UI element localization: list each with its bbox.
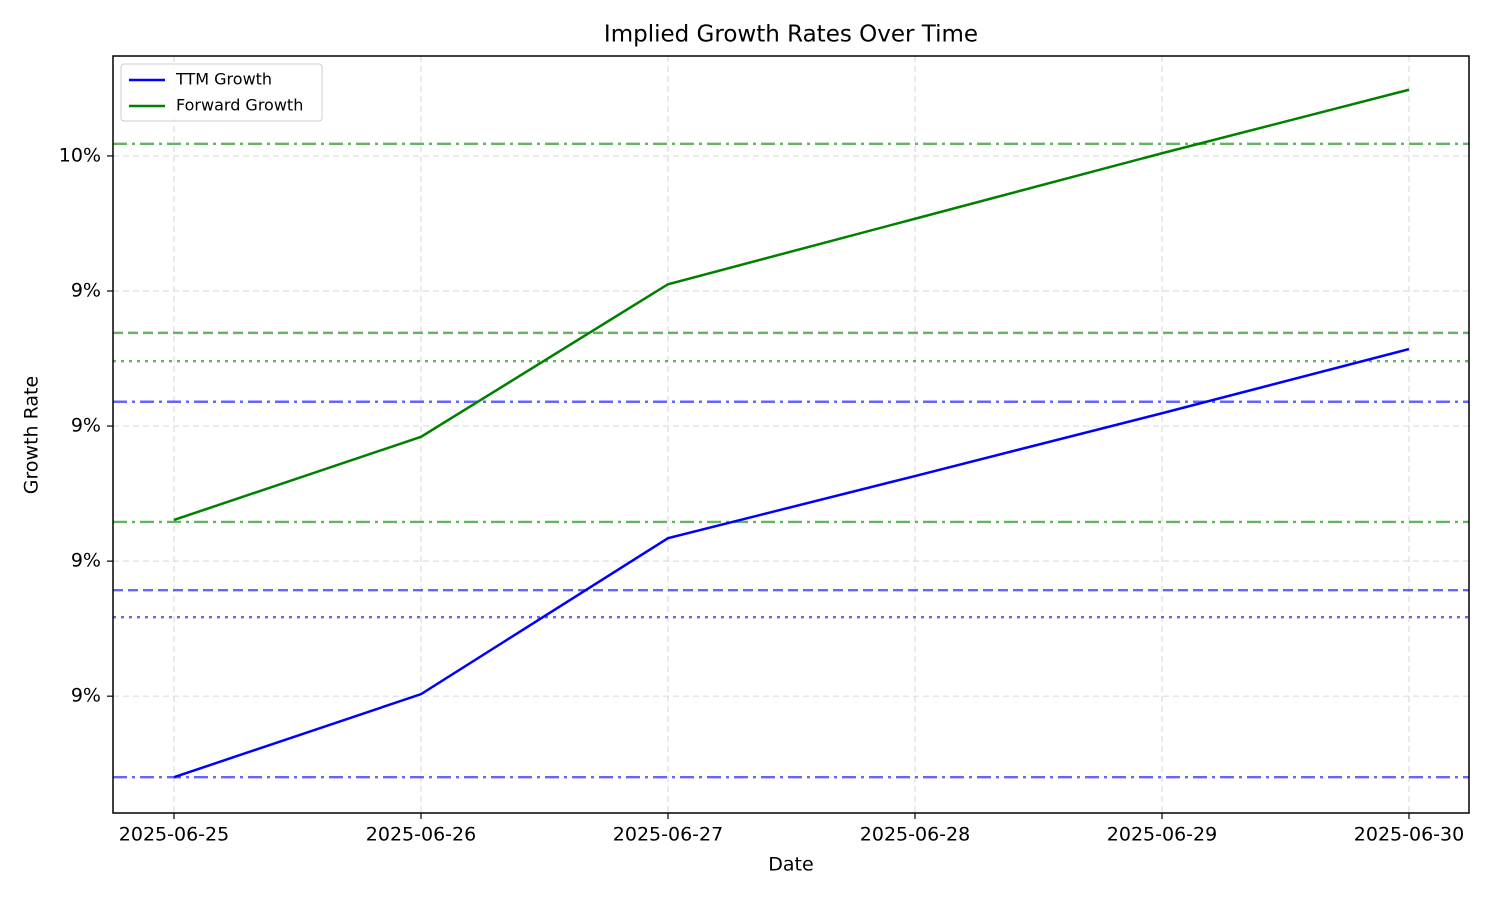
legend: TTM Growth Forward Growth bbox=[120, 63, 323, 122]
x-tick-label: 2025-06-27 bbox=[613, 824, 723, 846]
x-tick-label: 2025-06-30 bbox=[1354, 824, 1464, 846]
x-tick-label: 2025-06-26 bbox=[366, 824, 476, 846]
x-axis-label: Date bbox=[768, 854, 813, 876]
x-tick-label: 2025-06-28 bbox=[860, 824, 970, 846]
y-tick-label: 10% bbox=[59, 144, 101, 166]
x-tick-label: 2025-06-25 bbox=[119, 824, 229, 846]
series-line bbox=[173, 88, 1410, 522]
y-tick-label: 9% bbox=[71, 685, 101, 707]
y-tick-label: 9% bbox=[71, 550, 101, 572]
series-line bbox=[173, 347, 1410, 779]
plot-frame bbox=[112, 55, 1470, 814]
legend-label: TTM Growth bbox=[175, 70, 272, 89]
y-tick-label: 9% bbox=[71, 415, 101, 437]
y-tick-label: 9% bbox=[71, 280, 101, 302]
x-tick-label: 2025-06-29 bbox=[1107, 824, 1217, 846]
legend-label: Forward Growth bbox=[176, 96, 303, 115]
y-axis-label: Growth Rate bbox=[21, 376, 43, 494]
chart-title: Implied Growth Rates Over Time bbox=[604, 22, 978, 48]
legend-box bbox=[120, 63, 323, 122]
